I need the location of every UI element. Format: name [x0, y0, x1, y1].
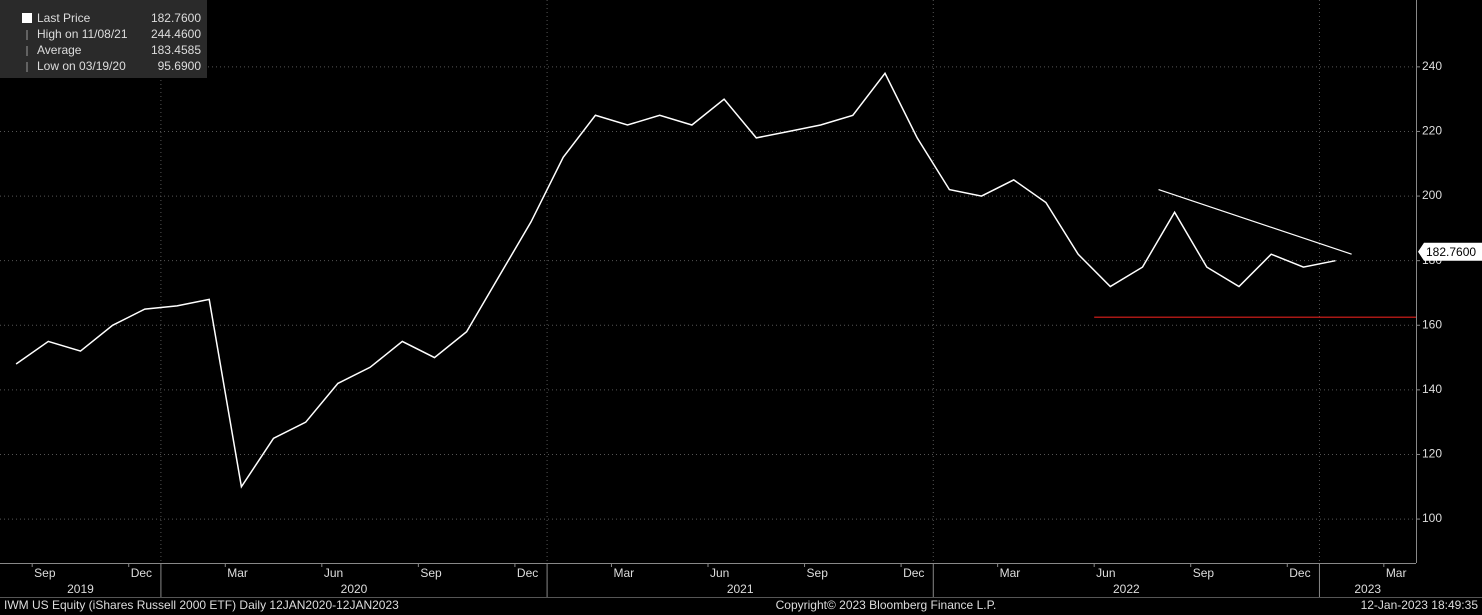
legend-swatch	[22, 13, 32, 23]
y-tick-label: 240	[1422, 59, 1442, 73]
x-tick-label: Sep	[1193, 566, 1215, 580]
x-tick-label: Sep	[34, 566, 56, 580]
year-label: 2023	[1354, 582, 1381, 596]
x-tick-label: Mar	[227, 566, 248, 580]
last-price-label: 182.7600	[1426, 245, 1476, 259]
x-tick-label: Mar	[1000, 566, 1021, 580]
legend-value: 182.7600	[151, 11, 201, 25]
x-tick-label: Dec	[903, 566, 924, 580]
x-tick-label: Sep	[807, 566, 829, 580]
legend-value: 95.6900	[158, 59, 202, 73]
year-label: 2022	[1113, 582, 1140, 596]
year-label: 2021	[727, 582, 754, 596]
legend-label: Last Price	[37, 11, 91, 25]
x-tick-label: Dec	[131, 566, 152, 580]
x-tick-label: Dec	[517, 566, 538, 580]
y-tick-label: 100	[1422, 511, 1442, 525]
year-label: 2019	[67, 582, 94, 596]
legend: Last Price 182.7600 High on 11/08/21 244.46…	[0, 0, 207, 78]
y-tick-label: 140	[1422, 382, 1442, 396]
y-tick-label: 200	[1422, 188, 1442, 202]
last-price-tag	[1418, 242, 1482, 261]
x-tick-label: Dec	[1289, 566, 1310, 580]
x-tick-label: Mar	[613, 566, 634, 580]
x-tick-label: Jun	[1096, 566, 1115, 580]
price-line	[15, 71, 1336, 489]
y-tick-label: 220	[1422, 124, 1442, 138]
legend-label: High on 11/08/21	[37, 27, 128, 41]
legend-label: Low on 03/19/20	[37, 59, 126, 73]
footer-center: Copyright© 2023 Bloomberg Finance L.P.	[776, 598, 997, 612]
trend-line	[1158, 189, 1352, 255]
legend-value: 244.4600	[151, 27, 201, 41]
x-tick-label: Jun	[324, 566, 343, 580]
x-tick-label: Sep	[420, 566, 442, 580]
y-tick-label: 120	[1422, 447, 1442, 461]
y-tick-label: 160	[1422, 317, 1442, 331]
footer-right: 12-Jan-2023 18:49:35	[1361, 598, 1479, 612]
x-tick-label: Mar	[1386, 566, 1407, 580]
year-label: 2020	[341, 582, 368, 596]
x-tick-label: Jun	[710, 566, 729, 580]
footer-left: IWM US Equity (iShares Russell 2000 ETF)…	[4, 598, 399, 612]
legend-box	[0, 0, 207, 78]
legend-label: Average	[37, 43, 82, 57]
legend-value: 183.4585	[151, 43, 201, 57]
